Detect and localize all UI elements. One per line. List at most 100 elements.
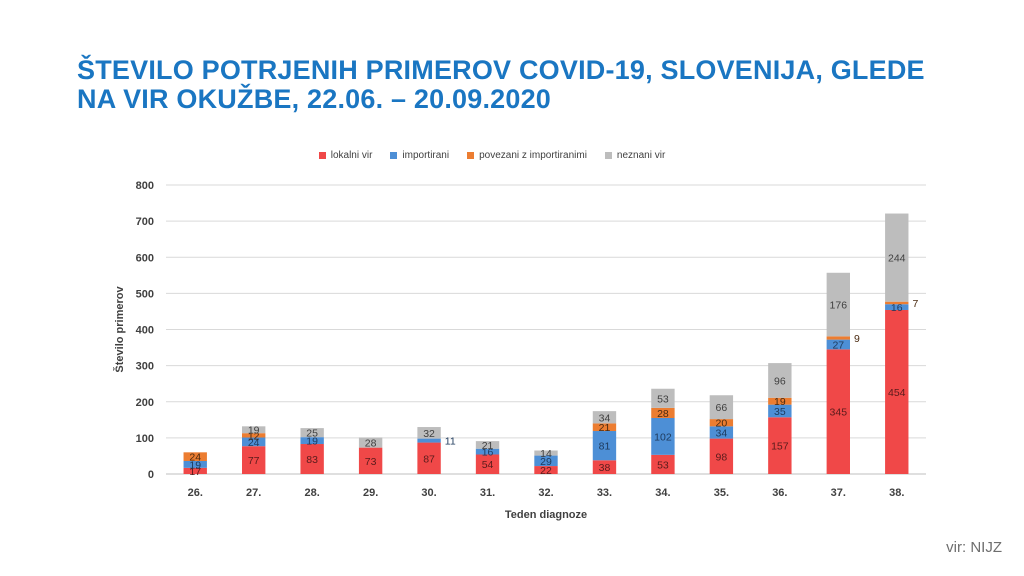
bar-segment bbox=[709, 395, 734, 420]
x-tick-label: 27. bbox=[246, 487, 261, 499]
chart-legend: lokalni vir importirani povezani z importi… bbox=[0, 150, 1004, 161]
bar-segment bbox=[592, 423, 617, 432]
bar-segment bbox=[358, 437, 383, 448]
bar-segment bbox=[475, 441, 500, 449]
bar-segment bbox=[242, 437, 266, 447]
data-label: 176 bbox=[830, 300, 848, 312]
bar-segment bbox=[475, 454, 500, 474]
data-label: 25 bbox=[306, 428, 318, 440]
y-tick-label: 600 bbox=[136, 252, 154, 264]
x-tick-label: 30. bbox=[421, 487, 436, 499]
bar-segment bbox=[826, 272, 850, 337]
bar-segment bbox=[592, 431, 617, 461]
bar-segment bbox=[534, 450, 558, 456]
data-label: 19 bbox=[306, 436, 318, 448]
bar-segment bbox=[417, 442, 441, 474]
source-note: vir: NIJZ bbox=[946, 539, 1002, 556]
data-label: 244 bbox=[888, 253, 906, 265]
data-label: 96 bbox=[774, 375, 786, 387]
bar-segment bbox=[885, 309, 909, 474]
bar-segment bbox=[475, 448, 500, 455]
data-label: 21 bbox=[482, 440, 494, 452]
x-tick-label: 34. bbox=[655, 487, 670, 499]
data-label: 22 bbox=[540, 465, 552, 477]
x-axis-label: Teden diagnoze bbox=[505, 509, 587, 521]
bar-segment bbox=[534, 466, 558, 474]
y-tick-label: 800 bbox=[136, 180, 154, 192]
data-label: 83 bbox=[306, 454, 318, 466]
bar-segment bbox=[709, 419, 734, 427]
data-label: 35 bbox=[774, 406, 786, 418]
data-label: 454 bbox=[888, 387, 906, 399]
x-tick-label: 31. bbox=[480, 487, 495, 499]
data-label: 73 bbox=[365, 456, 377, 468]
data-label: 157 bbox=[771, 441, 789, 453]
bar-segment bbox=[183, 460, 207, 468]
bar-segment bbox=[651, 454, 675, 474]
x-tick-label: 37. bbox=[831, 487, 846, 499]
page-title: ŠTEVILO POTRJENIH PRIMEROV COVID-19, SLO… bbox=[77, 56, 977, 114]
title-line-1: ŠTEVILO POTRJENIH PRIMEROV COVID-19, SLO… bbox=[77, 55, 925, 85]
data-label: 38 bbox=[599, 462, 611, 474]
bar-segment bbox=[242, 433, 266, 438]
y-tick-label: 200 bbox=[136, 397, 154, 409]
bar-segment bbox=[300, 437, 324, 445]
data-label: 29 bbox=[540, 456, 552, 468]
bar-segment bbox=[242, 426, 266, 434]
data-label: 34 bbox=[716, 427, 728, 439]
bar-segment bbox=[592, 411, 617, 424]
bar-segment bbox=[885, 304, 909, 310]
legend-swatch bbox=[318, 152, 326, 159]
title-line-2: NA VIR OKUŽBE, 22.06. – 20.09.2020 bbox=[77, 84, 552, 114]
data-label: 53 bbox=[657, 459, 669, 471]
data-label: 17 bbox=[189, 466, 201, 478]
data-label: 27 bbox=[832, 339, 844, 351]
data-label: 7 bbox=[912, 298, 918, 310]
legend-item: povezani z importiranimi bbox=[467, 150, 587, 161]
data-label: 11 bbox=[445, 436, 456, 448]
bar-segment bbox=[826, 349, 850, 474]
data-label: 87 bbox=[423, 453, 435, 465]
legend-label: neznani vir bbox=[616, 150, 666, 161]
bar-segment bbox=[417, 427, 441, 439]
data-label: 24 bbox=[248, 437, 260, 449]
data-label: 14 bbox=[540, 448, 552, 460]
bar-segment bbox=[826, 336, 850, 340]
data-label: 20 bbox=[716, 418, 728, 430]
data-label: 345 bbox=[830, 407, 848, 419]
data-label: 98 bbox=[716, 451, 728, 463]
data-label: 16 bbox=[891, 302, 903, 314]
y-tick-label: 400 bbox=[136, 325, 154, 337]
bar-segment bbox=[358, 447, 383, 474]
bar-segment bbox=[709, 426, 734, 439]
bar-segment bbox=[826, 339, 850, 350]
legend-swatch bbox=[390, 152, 398, 159]
bar-segment bbox=[417, 438, 441, 443]
y-tick-label: 100 bbox=[136, 433, 154, 445]
data-label: 28 bbox=[365, 438, 377, 450]
bar-segment bbox=[709, 438, 734, 474]
data-label: 77 bbox=[248, 455, 260, 467]
bar-segment bbox=[300, 428, 324, 438]
data-label: 9 bbox=[854, 333, 860, 345]
legend-label: importirani bbox=[402, 150, 450, 161]
data-label: 19 bbox=[189, 459, 201, 471]
bar-segment bbox=[183, 452, 207, 461]
data-label: 54 bbox=[482, 459, 494, 471]
x-tick-label: 33. bbox=[597, 487, 612, 499]
y-tick-label: 700 bbox=[136, 216, 154, 228]
y-tick-label: 300 bbox=[136, 361, 154, 373]
data-label: 34 bbox=[599, 412, 611, 424]
bar-segment bbox=[183, 467, 207, 474]
y-tick-label: 500 bbox=[136, 288, 154, 300]
y-tick-label: 0 bbox=[148, 469, 154, 481]
bar-segment bbox=[885, 301, 909, 305]
data-label: 81 bbox=[599, 441, 611, 453]
bar-segment bbox=[768, 417, 792, 474]
legend-label: lokalni vir bbox=[330, 150, 373, 161]
data-label: 12 bbox=[248, 430, 260, 442]
bar-segment bbox=[768, 404, 792, 418]
data-label: 28 bbox=[657, 408, 669, 420]
legend-label: povezani z importiranimi bbox=[479, 150, 587, 161]
